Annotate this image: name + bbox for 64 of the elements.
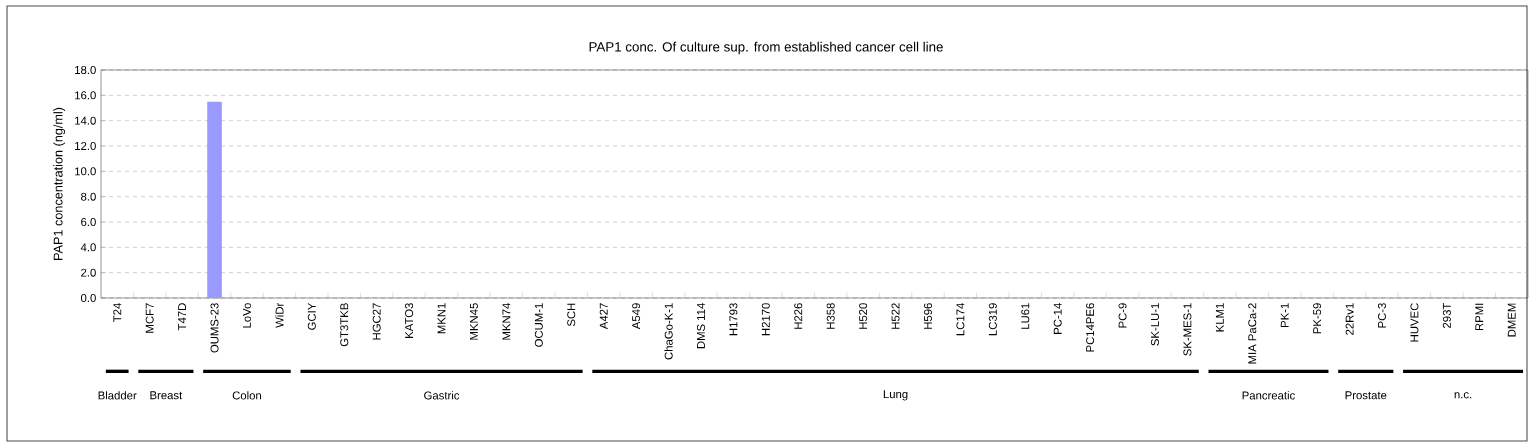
y-tick-label: 18.0: [75, 65, 96, 74]
x-tick-label: GT3TKB: [340, 303, 349, 347]
y-axis-title: PAP1 concentration (ng/ml): [53, 107, 66, 260]
x-tick-label: SK-MES-1: [1183, 303, 1192, 356]
chart-title: PAP1 conc. Of culture sup. from established cancer cell line: [589, 41, 943, 55]
text: Prostate: [1345, 391, 1387, 400]
x-tick-label: HUVEC: [1410, 303, 1419, 342]
x-tick-label: A427: [599, 303, 608, 330]
text: n.c.: [1454, 392, 1472, 399]
x-tick-label: LU61: [1021, 303, 1030, 329]
x-tick-label: LoVo: [242, 303, 251, 328]
y-tick-label: 0.0: [80, 293, 96, 302]
x-tick-label: H520: [859, 303, 868, 329]
x-tick-label: SK-LU-1: [1150, 303, 1159, 346]
text: Colon: [232, 391, 261, 400]
text: Lung: [883, 390, 908, 401]
x-tick-label: PC-14: [1053, 303, 1062, 334]
text: Breast: [150, 391, 183, 400]
x-tick-label: PC14PE6: [1086, 303, 1095, 352]
x-tick-label: PK-59: [1313, 303, 1322, 334]
x-tick-label: RPMI: [1475, 303, 1484, 331]
x-tick-label: WiDr: [275, 302, 284, 328]
x-tick-label: H522: [891, 303, 900, 329]
x-tick-label: H2170: [761, 303, 770, 336]
x-tick-label: H358: [826, 303, 835, 329]
y-tick-label: 4.0: [80, 243, 96, 252]
x-tick-label: 293T: [1442, 302, 1451, 328]
x-tick-label: MCF7: [145, 303, 154, 333]
x-tick-label: ChaGo-K-1: [664, 303, 673, 360]
y-tick-label: 14.0: [75, 116, 96, 125]
x-tick-label: LC319: [988, 303, 997, 336]
x-tick-label: H1793: [729, 303, 738, 336]
y-tick-label: 6.0: [81, 217, 96, 226]
x-tick-label: LC174: [956, 303, 965, 336]
x-tick-label: T24: [113, 303, 122, 322]
x-tick-label: MKN1: [437, 303, 446, 334]
x-tick-label: PC-9: [1118, 303, 1127, 328]
y-tick-label: 2.0: [81, 268, 96, 277]
x-tick-label: A549: [632, 303, 641, 330]
y-tick-label: 12.0: [75, 141, 96, 150]
y-tick-label: 16.0: [75, 91, 96, 100]
x-tick-label: GCIY: [307, 302, 316, 330]
x-tick-label: H596: [923, 303, 932, 329]
y-tick-label: 8.0: [81, 192, 96, 201]
x-tick-label: 22Rv1: [1345, 303, 1354, 335]
x-tick-label: MKN74: [502, 303, 511, 340]
x-tick-label: SCH: [567, 303, 576, 327]
x-tick-label: DMEM: [1507, 303, 1516, 337]
x-tick-label: KATO3: [405, 303, 414, 338]
x-tick-label: HGC27: [372, 303, 381, 340]
x-tick-label: KLM1: [1215, 303, 1224, 332]
x-tick-label: T47D: [178, 303, 186, 331]
x-tick-label: H226: [794, 303, 803, 329]
text: Bladder: [98, 391, 137, 400]
x-tick-label: MKN45: [470, 303, 478, 340]
x-tick-label: OCUM-1: [534, 303, 543, 347]
x-tick-label: PK-1: [1280, 303, 1289, 327]
text: Gastric: [424, 391, 460, 400]
x-tick-label: PC-3: [1377, 303, 1386, 328]
x-tick-label: DMS 114: [696, 303, 705, 349]
x-tick-label: OUMS-23: [210, 303, 219, 353]
y-tick-label: 10.0: [75, 167, 96, 176]
text: Pancreatic: [1242, 391, 1295, 400]
x-tick-label: MIA PaCa-2: [1248, 303, 1257, 364]
